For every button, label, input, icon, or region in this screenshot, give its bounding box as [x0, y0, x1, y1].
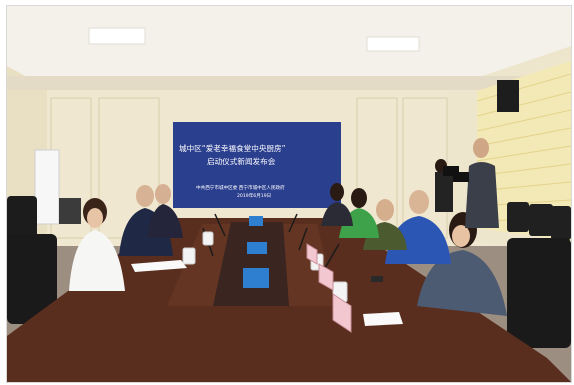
wall-speaker	[497, 80, 519, 112]
banner-title-line1: 城中区“爱老幸福食堂中央厨房”	[179, 143, 286, 153]
chair-back-left-1	[7, 196, 37, 246]
person-right-man-blue	[385, 190, 451, 264]
papers	[131, 260, 403, 326]
banner-organizers: 中共西宁市城中区委 西宁市城中区人民政府	[196, 184, 285, 191]
ceiling-light-right	[366, 36, 420, 52]
equipment-rack	[59, 198, 81, 224]
chair-back-left-2	[7, 234, 57, 324]
camera-operator	[435, 159, 459, 212]
chair-right-front	[507, 238, 571, 348]
cornice	[7, 76, 571, 90]
chair-right-1	[507, 202, 529, 232]
person-left-woman	[69, 198, 125, 291]
person-right-woman-front	[417, 212, 507, 316]
phone-on-table	[371, 276, 383, 282]
press-conference-photo: 城中区“爱老幸福食堂中央厨房” 启动仪式新闻发布会 中共西宁市城中区委 西宁市城…	[6, 5, 572, 383]
banner-title-line2: 启动仪式新闻发布会	[207, 156, 276, 166]
name-cards	[306, 243, 352, 333]
banner-date: 2019年6月19日	[237, 192, 271, 199]
person-left-man-2	[147, 184, 183, 238]
projection-banner	[173, 122, 341, 208]
photographer-standing	[451, 138, 499, 228]
chair-right-2	[529, 204, 553, 236]
ceiling-light-left	[88, 27, 146, 45]
table-center-strip	[213, 222, 289, 306]
white-cabinet	[34, 149, 60, 225]
person-right-woman-back	[321, 183, 353, 226]
tissue-boxes	[243, 216, 269, 288]
chair-right-3	[551, 206, 571, 240]
